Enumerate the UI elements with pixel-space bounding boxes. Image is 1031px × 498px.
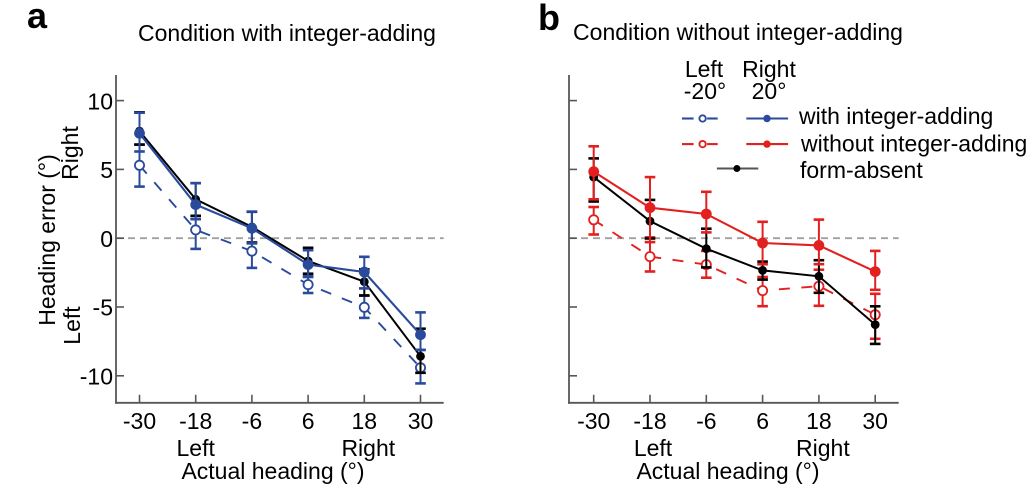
- svg-text:-5: -5: [93, 295, 113, 321]
- svg-text:b: b: [538, 0, 560, 38]
- svg-text:30: 30: [862, 408, 888, 434]
- svg-text:Right: Right: [796, 435, 850, 461]
- svg-text:-30: -30: [123, 408, 156, 434]
- svg-text:with integer-adding: with integer-adding: [798, 103, 993, 129]
- svg-text:18: 18: [806, 408, 832, 434]
- svg-text:-18: -18: [633, 408, 666, 434]
- svg-text:Right: Right: [742, 56, 796, 82]
- svg-text:10: 10: [87, 88, 113, 114]
- svg-text:Actual heading (°): Actual heading (°): [636, 458, 819, 484]
- svg-text:without integer-adding: without integer-adding: [800, 131, 1027, 157]
- svg-text:Right: Right: [57, 126, 83, 180]
- svg-text:-6: -6: [242, 408, 262, 434]
- svg-text:20°: 20°: [752, 78, 787, 104]
- svg-text:30: 30: [408, 408, 434, 434]
- svg-text:-6: -6: [696, 408, 716, 434]
- svg-text:-20°: -20°: [684, 78, 726, 104]
- svg-text:-30: -30: [577, 408, 610, 434]
- svg-text:Left: Left: [177, 435, 216, 461]
- svg-text:6: 6: [756, 408, 769, 434]
- svg-text:-18: -18: [179, 408, 212, 434]
- svg-text:a: a: [27, 0, 48, 36]
- svg-text:6: 6: [302, 408, 315, 434]
- svg-text:Right: Right: [341, 435, 395, 461]
- svg-text:5: 5: [100, 157, 113, 183]
- svg-text:Heading error (°): Heading error (°): [34, 154, 60, 326]
- svg-text:18: 18: [352, 408, 378, 434]
- svg-text:Condition without integer-addi: Condition without integer-adding: [573, 19, 903, 45]
- svg-text:Condition with integer-adding: Condition with integer-adding: [138, 20, 436, 46]
- svg-text:Left: Left: [59, 306, 85, 345]
- svg-text:Left: Left: [634, 435, 673, 461]
- svg-text:Left: Left: [685, 56, 724, 82]
- svg-text:Actual heading (°): Actual heading (°): [181, 458, 364, 484]
- svg-text:-10: -10: [80, 364, 113, 390]
- svg-text:0: 0: [100, 226, 113, 252]
- svg-text:form-absent: form-absent: [800, 157, 923, 183]
